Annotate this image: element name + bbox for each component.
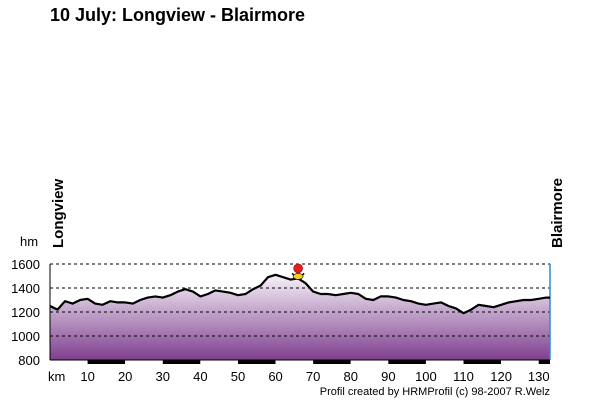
x-tick-label: 80: [344, 369, 358, 384]
scale-bar-segment: [388, 360, 426, 364]
x-tick-label: 110: [453, 369, 474, 384]
x-axis-label: km: [48, 369, 65, 384]
scale-bar-segment: [237, 360, 276, 364]
end-place-label: Blairmore: [549, 178, 566, 248]
scale-bar-segment: [313, 360, 351, 364]
scale-bar-segment: [350, 360, 389, 364]
y-axis-label: hm: [20, 234, 38, 249]
credit-text: Profil created by HRMProfil (c) 98-2007 …: [319, 386, 550, 398]
x-tick-label: 40: [193, 369, 207, 384]
elevation-area: [50, 274, 550, 360]
scale-bar-segment: [538, 360, 550, 364]
scale-bar-segment: [425, 360, 464, 364]
scale-bar-segment: [125, 360, 163, 364]
summit-marker-icon: [291, 263, 305, 280]
scale-bar-segment: [50, 360, 88, 364]
chart-title: 10 July: Longview - Blairmore: [50, 5, 306, 25]
scale-bar-segment: [87, 360, 126, 364]
marker-plate: [292, 273, 304, 280]
y-tick-label: 800: [18, 353, 40, 368]
y-tick-label: 1000: [11, 329, 40, 344]
y-tick-label: 1400: [11, 281, 40, 296]
start-place-label: Longview: [50, 178, 67, 248]
x-tick-label: 120: [490, 369, 512, 384]
x-tick-label: 30: [156, 369, 170, 384]
marker-dot: [293, 263, 303, 274]
scale-bar-segment: [162, 360, 201, 364]
x-tick-label: 70: [306, 369, 320, 384]
y-tick-label: 1600: [11, 257, 40, 272]
x-tick-label: 90: [381, 369, 395, 384]
y-tick-label: 1200: [11, 305, 40, 320]
x-tick-label: 130: [528, 369, 550, 384]
x-tick-label: 50: [231, 369, 245, 384]
scale-bar-segment: [275, 360, 314, 364]
scale-bar-segment: [501, 360, 539, 364]
scale-bar-segment: [463, 360, 502, 364]
x-tick-label: 60: [268, 369, 282, 384]
scale-bar-segment: [200, 360, 238, 364]
x-tick-label: 100: [415, 369, 437, 384]
x-tick-label: 10: [80, 369, 94, 384]
x-tick-label: 20: [118, 369, 132, 384]
elevation-line: [49, 273, 550, 315]
